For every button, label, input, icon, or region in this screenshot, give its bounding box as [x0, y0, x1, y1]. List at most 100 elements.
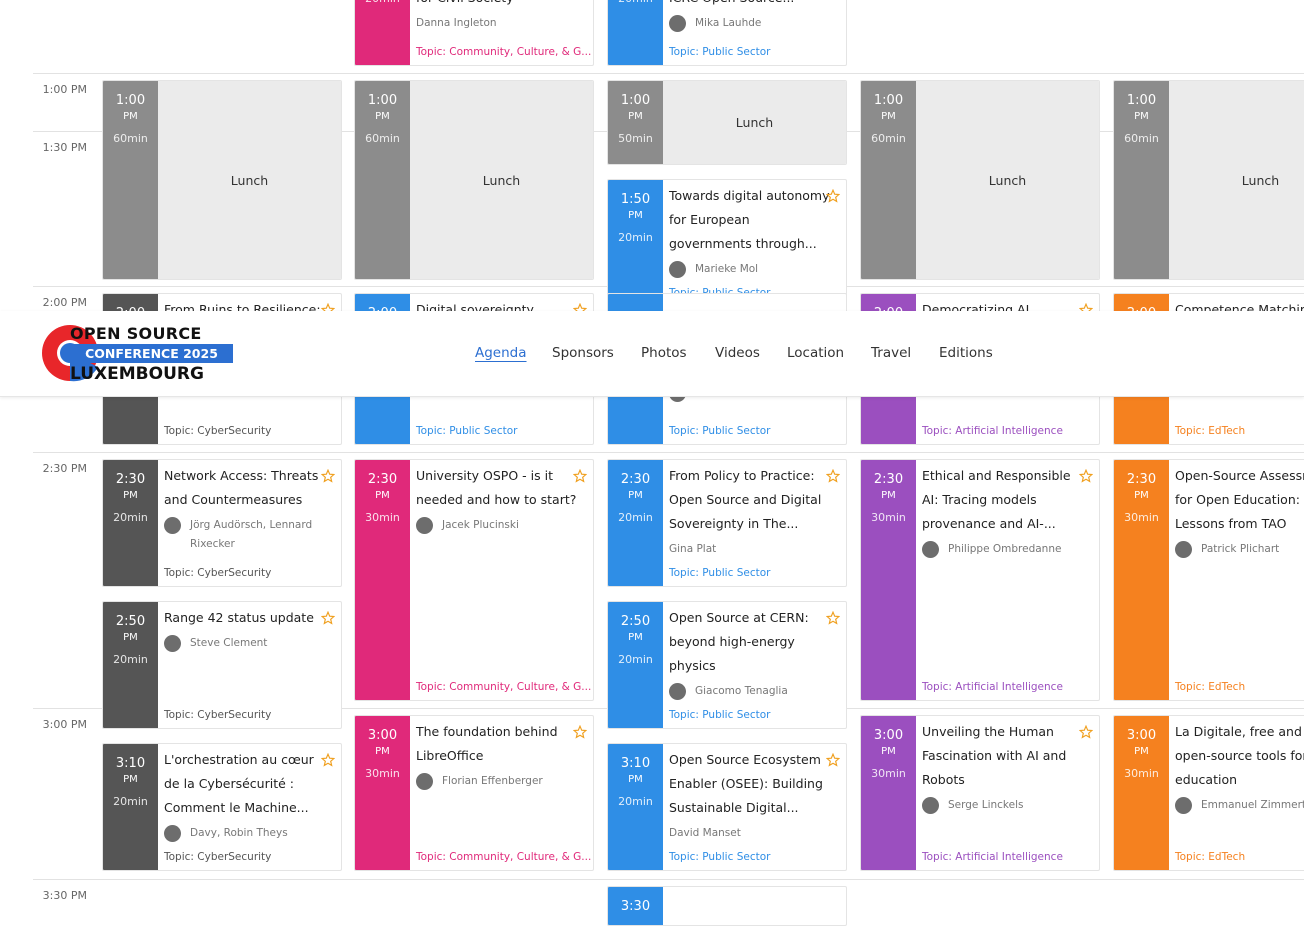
avatar	[416, 517, 433, 534]
duration: 60min	[871, 132, 906, 145]
start-time: 2:50	[620, 614, 651, 629]
start-time: 2:30	[367, 472, 398, 487]
favorite-star[interactable]	[572, 724, 588, 743]
favorite-star[interactable]	[825, 468, 841, 487]
topic: Topic: Public Sector	[669, 567, 771, 579]
session-card[interactable]: 3:30	[607, 886, 847, 926]
session-body: Range 42 status update Steve Clement Topic…	[164, 606, 325, 724]
favorite-star[interactable]	[825, 610, 841, 629]
session-card[interactable]: 1:00 PM 60min Lunch	[860, 80, 1100, 280]
time-strip: 3:10 PM 20min	[608, 744, 663, 870]
time-strip: 1:00 PM 60min	[103, 81, 158, 279]
favorite-star[interactable]	[320, 610, 336, 629]
time-strip: 3:10 PM 20min	[103, 744, 158, 870]
topic: Topic: Artificial Intelligence	[922, 851, 1063, 863]
session-title: Unveiling the Human Fascination with AI …	[922, 724, 1067, 787]
speaker-name: Jacek Plucinski	[442, 519, 519, 531]
session-card[interactable]: 1:00 PM 60min Lunch	[102, 80, 342, 280]
speaker-name: Philippe Ombredanne	[948, 543, 1062, 555]
time-label: 2:00 PM	[42, 296, 87, 309]
start-time: 1:00	[115, 93, 146, 108]
time-label: 2:30 PM	[42, 462, 87, 475]
topic: Topic: CyberSecurity	[164, 851, 272, 863]
session-card[interactable]: 1:00 PM 50min Lunch	[607, 80, 847, 165]
meridiem: PM	[881, 490, 896, 501]
nav-link[interactable]: Photos	[641, 345, 687, 361]
session-card[interactable]: 2:30 PM 20min Network Access: Threats and C…	[102, 459, 342, 587]
speakers: Florian Effenberger	[416, 772, 577, 791]
session-body: University OSPO - is it needed and how t…	[416, 464, 591, 696]
speakers: Philippe Ombredanne	[922, 540, 1083, 559]
session-body: Open Source Ecosystem Enabler (OSEE): Bu…	[669, 748, 830, 866]
session-title: La Digitale, free and open-source tools …	[1175, 724, 1304, 787]
session-card[interactable]: 2:30 PM 30min University OSPO - is it neede…	[354, 459, 594, 701]
divider	[33, 879, 1304, 880]
time-label: 1:30 PM	[42, 141, 87, 154]
start-time: 1:50	[620, 192, 651, 207]
session-card[interactable]: 2:30 PM 30min Open-Source Assessment for Op…	[1113, 459, 1304, 701]
favorite-star[interactable]	[1078, 724, 1094, 743]
topic: Topic: Public Sector	[669, 709, 771, 721]
session-body: Ethical and Responsible AI: Tracing mode…	[922, 464, 1083, 696]
session-body: Lunch	[916, 81, 1099, 279]
session-title: Lunch	[230, 172, 269, 188]
meridiem: PM	[628, 111, 643, 122]
divider	[33, 452, 1304, 453]
duration: 20min	[355, 0, 410, 5]
session-card[interactable]: 3:00 PM 30min La Digitale, free and open-so…	[1113, 715, 1304, 871]
avatar	[922, 541, 939, 558]
start-time: 2:50	[115, 614, 146, 629]
duration: 30min	[871, 767, 906, 780]
speakers: Jacek Plucinski	[416, 516, 577, 535]
nav-link[interactable]: Videos	[715, 345, 760, 361]
nav-link[interactable]: Agenda	[475, 345, 527, 361]
nav-link[interactable]: Travel	[871, 345, 912, 361]
speakers: Jörg Audörsch, Lennard Rixecker	[164, 516, 325, 554]
favorite-star[interactable]	[825, 188, 841, 207]
logo-text: LUXEMBOURG	[70, 364, 204, 384]
session-card[interactable]: 3:00 PM 30min The foundation behind LibreOf…	[354, 715, 594, 871]
session-card[interactable]: 2:30 PM 20min From Policy to Practice: Open…	[607, 459, 847, 587]
session-card[interactable]: 1:50 PM 20min Towards digital autonomy for …	[607, 179, 847, 307]
session-card[interactable]: 3:10 PM 20min Open Source Ecosystem Enabler…	[607, 743, 847, 871]
meridiem: PM	[881, 111, 896, 122]
session-card[interactable]: 3:00 PM 30min Unveiling the Human Fascinati…	[860, 715, 1100, 871]
favorite-star[interactable]	[320, 752, 336, 771]
session-title: Open Source Ecosystem Enabler (OSEE): Bu…	[669, 752, 823, 815]
nav-link[interactable]: Location	[787, 345, 845, 361]
favorite-star[interactable]	[1078, 468, 1094, 487]
speaker-name: Giacomo Tenaglia	[695, 685, 788, 697]
duration: 50min	[618, 132, 653, 145]
topic: Topic: Public Sector	[669, 46, 771, 58]
topic: Topic: EdTech	[1175, 681, 1246, 693]
time-strip: 1:50 PM 20min	[608, 180, 663, 306]
time-label: 3:30 PM	[42, 889, 87, 902]
time-strip: 2:30 PM 30min	[861, 460, 916, 700]
session-body: for Civil Society Danna Ingleton Topic: Co…	[416, 0, 591, 61]
session-card[interactable]: 20min ICRC Open Source... Mika Lauhde Topic…	[607, 0, 847, 66]
speaker-name: Florian Effenberger	[442, 775, 543, 787]
start-time: 1:00	[873, 93, 904, 108]
speaker-name: Patrick Plichart	[1201, 543, 1280, 555]
session-card[interactable]: 1:00 PM 60min Lunch	[1113, 80, 1304, 280]
session-card[interactable]: 3:10 PM 20min L'orchestration au cœur de la…	[102, 743, 342, 871]
speaker-name: Mika Lauhde	[695, 17, 762, 29]
session-card[interactable]: 1:00 PM 60min Lunch	[354, 80, 594, 280]
nav-link[interactable]: Sponsors	[552, 345, 614, 361]
topic: Topic: EdTech	[1175, 425, 1246, 437]
meridiem: PM	[375, 746, 390, 757]
session-title: From Policy to Practice: Open Source and…	[669, 468, 822, 531]
session-card[interactable]: 20min for Civil Society Danna Ingleton Topi…	[354, 0, 594, 66]
meridiem: PM	[123, 632, 138, 643]
nav-link[interactable]: Editions	[939, 345, 993, 361]
session-card[interactable]: 2:50 PM 20min Range 42 status update Steve C…	[102, 601, 342, 729]
time-strip: 1:00 PM 60min	[355, 81, 410, 279]
meridiem: PM	[375, 111, 390, 122]
session-card[interactable]: 2:30 PM 30min Ethical and Responsible AI: T…	[860, 459, 1100, 701]
time-strip: 1:00 PM 50min	[608, 81, 663, 164]
session-card[interactable]: 2:50 PM 20min Open Source at CERN: beyond h…	[607, 601, 847, 729]
avatar	[416, 773, 433, 790]
favorite-star[interactable]	[825, 752, 841, 771]
favorite-star[interactable]	[320, 468, 336, 487]
favorite-star[interactable]	[572, 468, 588, 487]
